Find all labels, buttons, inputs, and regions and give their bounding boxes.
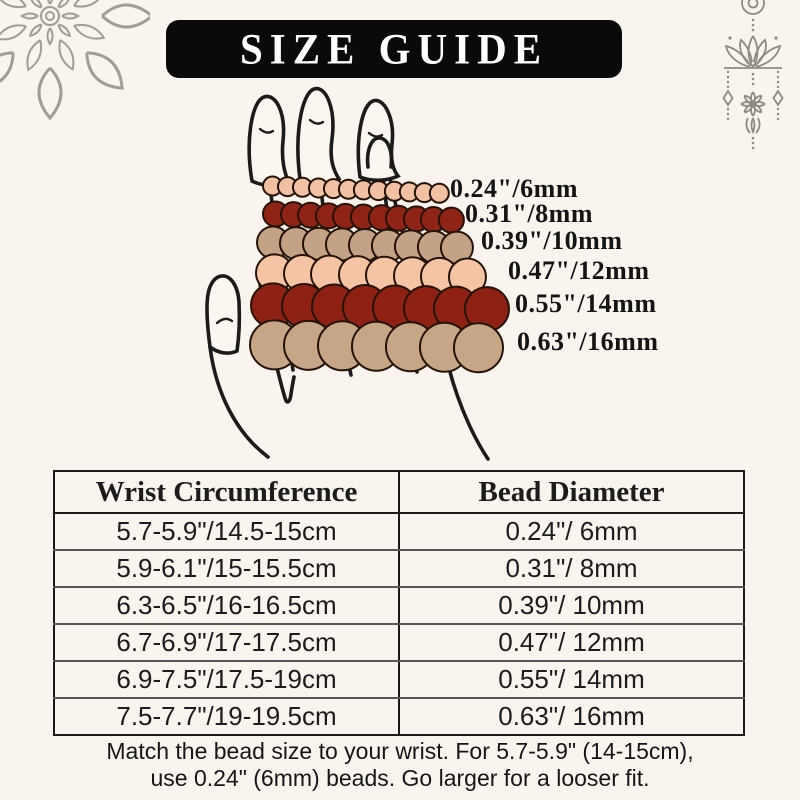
bead-value: 0.63"/ 16mm bbox=[498, 701, 645, 731]
bracelet-row-16mm bbox=[248, 318, 505, 374]
wrist-value: 6.9-7.5"/17.5-19cm bbox=[54, 661, 400, 699]
bead-size-label: 0.31"/8mm bbox=[465, 199, 593, 228]
size-table: Wrist Circumference Bead Diameter 5.7-5.… bbox=[53, 470, 745, 736]
thumb-crease bbox=[215, 317, 234, 325]
thumb bbox=[205, 274, 242, 355]
nail-crease bbox=[258, 127, 275, 134]
bead-value: 0.24"/ 6mm bbox=[399, 513, 744, 551]
footnote-line-2: use 0.24" (6mm) beads. Go larger for a l… bbox=[150, 765, 650, 791]
table-row: 6.9-7.5"/17.5-19cm 0.55"/ 14mm bbox=[54, 661, 744, 699]
wrist-value: 7.5-7.7"/19-19.5cm bbox=[54, 698, 400, 735]
wrist-value: 5.9-6.1"/15-15.5cm bbox=[54, 550, 400, 588]
table-row: 6.3-6.5"/16-16.5cm 0.39"/ 10mm bbox=[54, 587, 744, 625]
table-row: 5.7-5.9"/14.5-15cm 0.24"/ 6mm bbox=[54, 513, 744, 551]
col-header-bead: Bead Diameter bbox=[399, 471, 744, 514]
bead bbox=[428, 181, 451, 204]
bead bbox=[452, 321, 505, 374]
bead-value: 0.55"/ 14mm bbox=[399, 661, 744, 699]
bracelet-size-illustration: 0.24"/6mm 0.31"/8mm 0.39"/10mm 0.47"/12mm 0.… bbox=[205, 86, 659, 461]
table-row: 7.5-7.7"/19-19.5cm 0.63"/ 16mm bbox=[54, 698, 744, 735]
bead-size-label: 0.63"/16mm bbox=[517, 327, 659, 356]
bead-value: 0.47"/ 12mm bbox=[399, 624, 744, 662]
middle-finger bbox=[296, 86, 342, 185]
footnote-line-1: Match the bead size to your wrist. For 5… bbox=[106, 738, 694, 764]
bead-size-label: 0.24"/6mm bbox=[450, 174, 578, 203]
bead-size-label: 0.47"/12mm bbox=[508, 256, 650, 285]
wrist-line-left bbox=[208, 345, 270, 459]
nail-crease bbox=[308, 118, 325, 125]
nail-crease bbox=[367, 131, 384, 138]
footnote: Match the bead size to your wrist. For 5… bbox=[0, 738, 800, 792]
bead-size-label: 0.55"/14mm bbox=[515, 289, 657, 318]
title-banner: SIZE GUIDE bbox=[166, 20, 622, 78]
page-title: SIZE GUIDE bbox=[239, 24, 549, 74]
wrist-value: 5.7-5.9"/14.5-15cm bbox=[54, 513, 400, 551]
bead-size-label: 0.39"/10mm bbox=[481, 226, 623, 255]
index-finger bbox=[247, 94, 291, 187]
bead-value: 0.31"/ 8mm bbox=[399, 550, 744, 588]
table-row: 5.9-6.1"/15-15.5cm 0.31"/ 8mm bbox=[54, 550, 744, 588]
table-header-row: Wrist Circumference Bead Diameter bbox=[54, 471, 744, 514]
wrist-value: 6.3-6.5"/16-16.5cm bbox=[54, 587, 400, 625]
wrist-value: 6.7-6.9"/17-17.5cm bbox=[54, 624, 400, 662]
bead-value: 0.39"/ 10mm bbox=[399, 587, 744, 625]
table-row: 6.7-6.9"/17-17.5cm 0.47"/ 12mm bbox=[54, 624, 744, 662]
col-header-wrist: Wrist Circumference bbox=[54, 471, 400, 514]
pinky-finger bbox=[365, 136, 394, 169]
